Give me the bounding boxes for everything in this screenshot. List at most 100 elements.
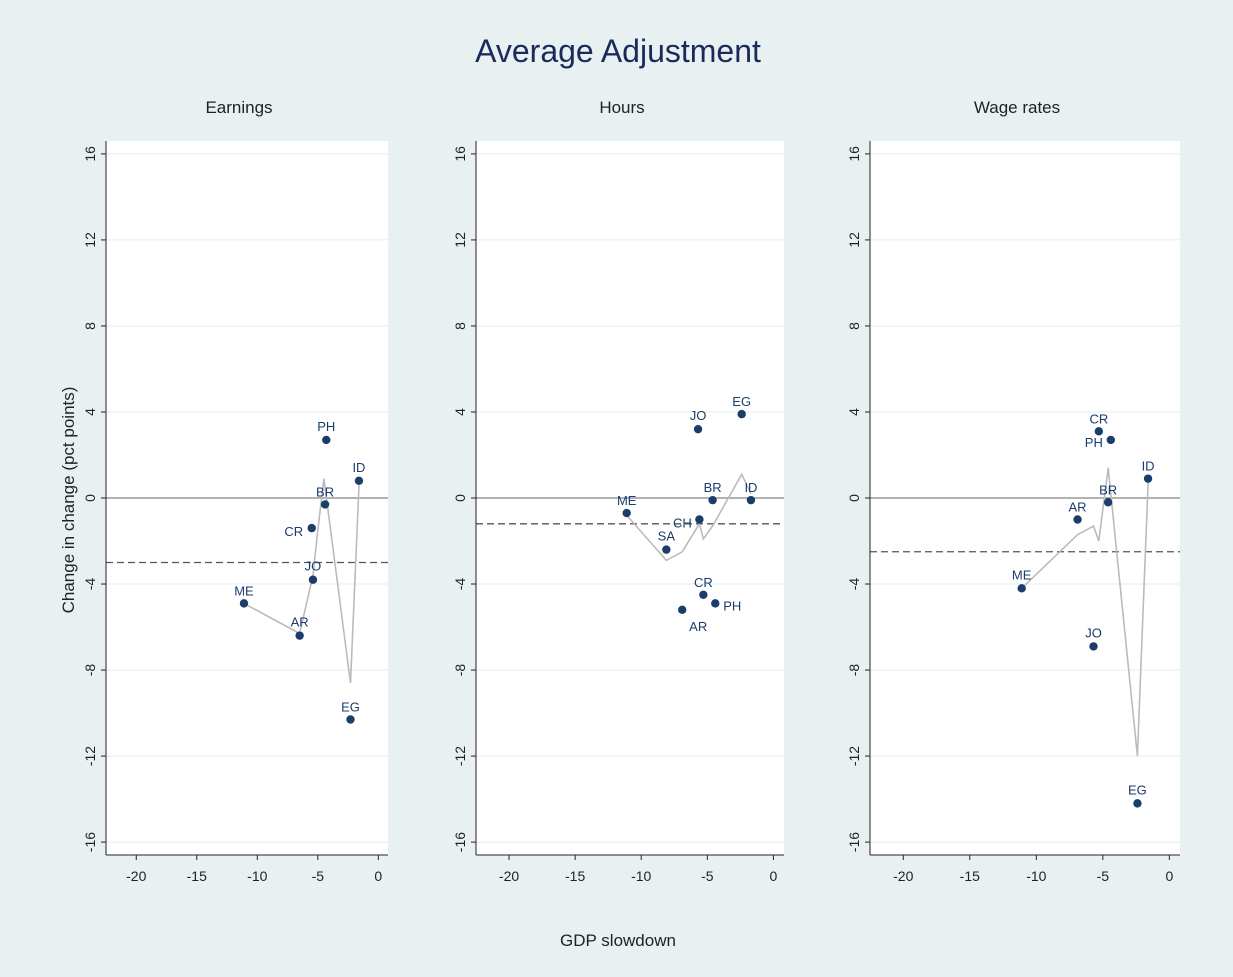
- panel-2-point-br: [708, 495, 717, 505]
- panel-3-x-tick-label: 0: [1165, 868, 1173, 884]
- panel-1-y-tick-label: -8: [82, 664, 98, 677]
- panel-2-x-tick-label: -20: [499, 868, 519, 884]
- panel-2-point-sa: [662, 545, 671, 554]
- panel-1-point-label-cr: CR: [284, 524, 303, 539]
- panel-3-x-tick-label: -5: [1097, 868, 1110, 884]
- panel-3-y-tick-label: 8: [846, 322, 862, 330]
- panel-3-point-jo: [1089, 642, 1098, 651]
- panel-3-x-tick-label: -10: [1026, 868, 1046, 884]
- panel-1-y-tick-label: 12: [82, 232, 98, 248]
- panel-2-y-tick-label: 12: [452, 232, 468, 248]
- panel-2-subtitle: Hours: [599, 98, 644, 117]
- panel-2-point-label-jo: JO: [690, 408, 707, 423]
- panel-2-point-ph: [711, 599, 720, 608]
- panel-2-point-cr: [699, 590, 708, 599]
- panel-2-y-tick-label: -4: [452, 578, 468, 591]
- panel-1-y-tick-label: -4: [82, 578, 98, 591]
- panel-2-y-tick-label: 0: [452, 494, 468, 502]
- panel-1-y-tick-label: -12: [82, 746, 98, 766]
- panel-2-y-tick-label: 4: [452, 408, 468, 416]
- panel-2-x-tick-label: -5: [701, 868, 714, 884]
- panel-2-point-eg: [737, 409, 746, 419]
- panel-1-subtitle: Earnings: [205, 98, 272, 117]
- panel-2-point-label-ch: CH: [673, 516, 692, 531]
- panel-3-x-tick-label: -15: [960, 868, 980, 884]
- panel-3-subtitle: Wage rates: [974, 98, 1060, 117]
- panel-1-point-label-br: BR: [316, 484, 334, 499]
- panel-3-point-label-id: ID: [1142, 459, 1155, 474]
- panel-2-fit-line: [626, 472, 752, 562]
- panel-2-y-tick-label: -12: [452, 746, 468, 766]
- panel-1-point-label-jo: JO: [305, 559, 322, 574]
- panel-2-point-label-id: ID: [744, 480, 757, 495]
- panel-2-y-tick-label: -8: [452, 664, 468, 677]
- panel-1-y-tick-label: 8: [82, 322, 98, 330]
- panel-3-point-me: [1017, 584, 1026, 593]
- panel-1-point-label-me: ME: [234, 583, 254, 598]
- panel-1-y-tick-label: 0: [82, 494, 98, 502]
- panel-2-point-label-br: BR: [704, 480, 722, 495]
- panel-1-y-tick-label: 4: [82, 408, 98, 416]
- panel-1-y-tick-label: -16: [82, 832, 98, 852]
- panel-3-y-tick-label: -12: [846, 746, 862, 766]
- panel-2-point-label-eg: EG: [732, 394, 751, 409]
- panel-1-x-tick-label: -10: [247, 868, 267, 884]
- panel-3-point-cr: [1094, 427, 1104, 436]
- panel-3-y-tick-label: 16: [846, 146, 862, 162]
- panel-2-x-tick-label: -15: [565, 868, 585, 884]
- panel-1-x-tick-label: -20: [126, 868, 146, 884]
- panel-2-point-id: [746, 495, 756, 505]
- panel-2-point-label-ph: PH: [723, 598, 741, 613]
- panel-2-point-jo: [693, 424, 703, 434]
- panel-1-x-tick-label: 0: [374, 868, 382, 884]
- panel-2-x-tick-label: -10: [631, 868, 651, 884]
- panel-3-point-label-ph: PH: [1085, 435, 1103, 450]
- panel-3-y-tick-label: 12: [846, 232, 862, 248]
- panel-3-point-br: [1103, 498, 1113, 507]
- panel-2-y-tick-label: 8: [452, 322, 468, 330]
- panel-3-point-ar: [1073, 515, 1082, 524]
- panel-3-point-label-me: ME: [1012, 567, 1032, 582]
- panel-1-point-label-eg: EG: [341, 700, 360, 715]
- panel-1-point-cr: [307, 523, 316, 533]
- y-axis-label: Change in change (pct points): [59, 387, 78, 614]
- panel-1-point-label-ar: AR: [291, 615, 309, 630]
- panel-3-point-label-ar: AR: [1069, 500, 1087, 515]
- x-axis-label: GDP slowdown: [560, 931, 676, 950]
- panel-1-x-tick-label: -5: [312, 868, 325, 884]
- panel-1-y-tick-label: 16: [82, 146, 98, 162]
- panel-3-point-label-cr: CR: [1089, 411, 1108, 426]
- panel-3-point-label-br: BR: [1099, 482, 1117, 497]
- panel-3-y-tick-label: -16: [846, 832, 862, 852]
- panel-1-point-ph: [322, 435, 331, 445]
- panel-3-point-id: [1143, 474, 1153, 483]
- panel-2-point-ch: [695, 515, 704, 524]
- panel-3-y-tick-label: -4: [846, 578, 862, 591]
- panel-3-x-tick-label: -20: [893, 868, 913, 884]
- panel-3-y-tick-label: 4: [846, 408, 862, 416]
- panel-3-y-tick-label: -8: [846, 664, 862, 677]
- panel-3-y-tick-label: 0: [846, 494, 862, 502]
- panel-1-point-ar: [295, 631, 304, 640]
- panel-1-point-label-ph: PH: [317, 419, 335, 434]
- panel-1-point-br: [320, 500, 330, 509]
- panel-2-y-tick-label: -16: [452, 832, 468, 852]
- panel-1-x-tick-label: -15: [187, 868, 207, 884]
- chart-title: Average Adjustment: [475, 33, 761, 69]
- panel-3-point-label-jo: JO: [1085, 625, 1102, 640]
- panel-3-point-ph: [1106, 435, 1116, 445]
- panel-3-fit-line: [1021, 467, 1149, 757]
- panel-1-point-eg: [346, 715, 355, 724]
- panel-2-point-label-sa: SA: [658, 529, 676, 544]
- panel-1-point-id: [354, 476, 364, 485]
- panel-3-point-label-eg: EG: [1128, 782, 1147, 797]
- panel-1-point-label-id: ID: [352, 460, 365, 475]
- panel-2-point-label-ar: AR: [689, 619, 707, 634]
- panel-2-point-me: [622, 508, 631, 518]
- panel-3-point-eg: [1133, 799, 1142, 808]
- panel-1-point-me: [239, 599, 249, 608]
- panel-2-point-label-cr: CR: [694, 575, 713, 590]
- panel-2-x-tick-label: 0: [770, 868, 778, 884]
